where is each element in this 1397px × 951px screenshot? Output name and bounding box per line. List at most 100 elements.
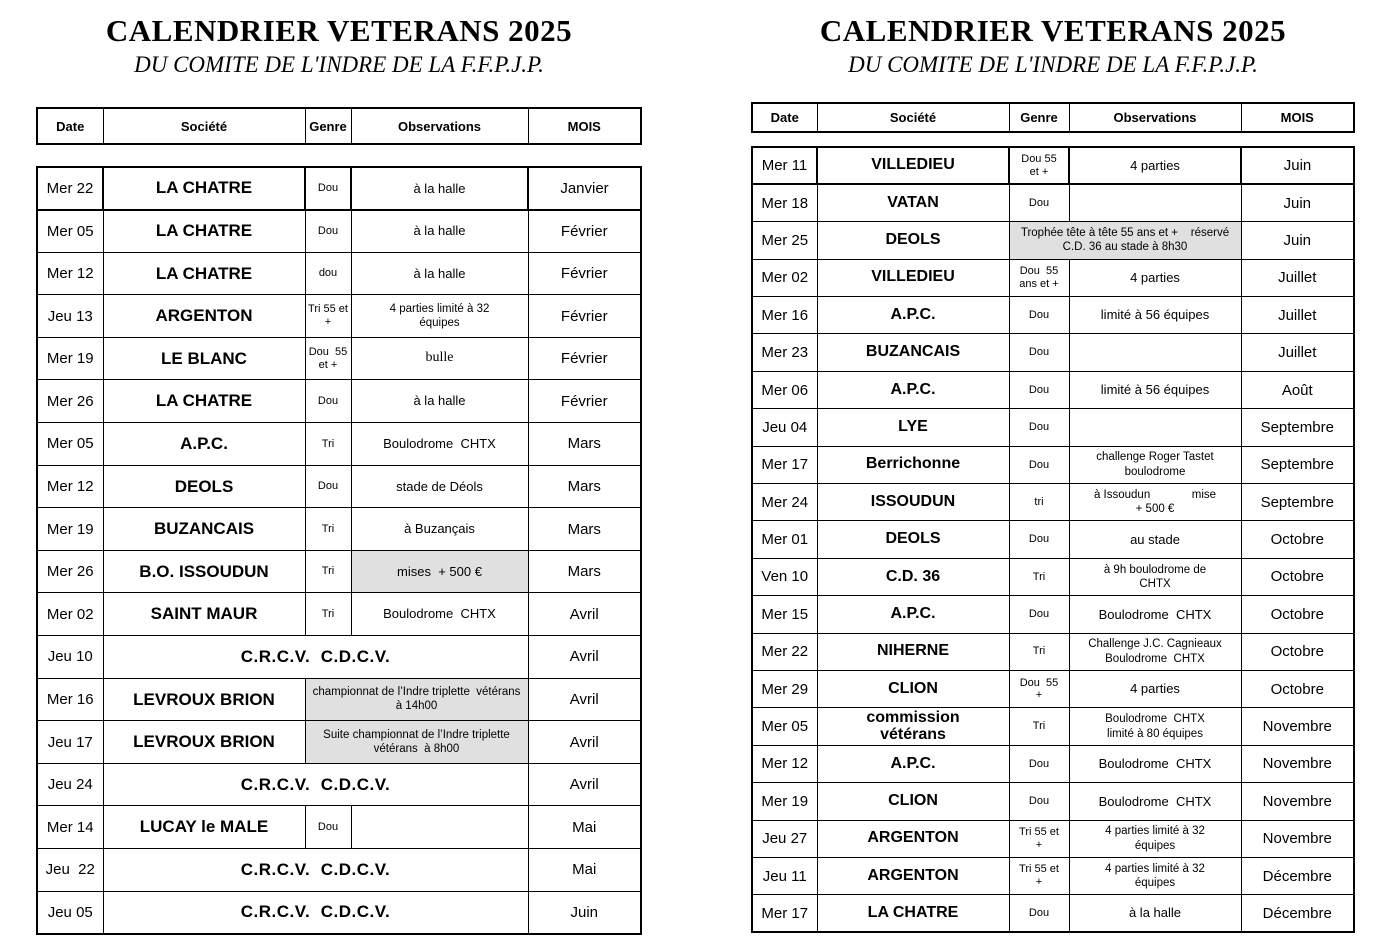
table-row: Mer 05 commission vétérans Tri Boulodrome C… [751, 707, 1355, 746]
table-row: Jeu 04 LYE Dou Septembre [751, 408, 1355, 447]
date-cell: Mer 06 [751, 370, 818, 410]
table-row: Mer 25 DEOLS Trophée tête à tête 55 ans et… [751, 221, 1355, 260]
table-row: Jeu 10 C.R.C.V. C.D.C.V. Avril [36, 635, 642, 679]
date-cell: Mer 12 [36, 251, 104, 296]
table-row: Mer 19 CLION Dou Boulodrome CHTX Novembre [751, 782, 1355, 821]
table-row: Ven 10 C.D. 36 Tri à 9h boulodrome de CHTX O… [751, 557, 1355, 597]
date-cell: Mer 23 [751, 333, 818, 372]
header-row: Date Société Genre Observations MOIS [36, 107, 642, 145]
calendar-page-right: CALENDRIER VETERANS 2025 DU COMITE DE L'… [751, 0, 1355, 934]
date-cell: Mer 05 [36, 422, 104, 466]
table-row: Mer 16 A.P.C. Dou limité à 56 équipes Juille… [751, 296, 1355, 335]
mois-cell: Juillet [1240, 296, 1355, 335]
observations-cell: stade de Déols [350, 464, 529, 509]
table-row: Mer 12 A.P.C. Dou Boulodrome CHTX Novembre [751, 744, 1355, 784]
observations-cell: challenge Roger Tastet boulodrome [1068, 445, 1242, 485]
observations-cell: 4 parties [1068, 258, 1242, 298]
page-subtitle: DU COMITE DE L'INDRE DE LA F.F.P.J.P. [134, 52, 544, 77]
mois-cell: Mars [527, 549, 642, 594]
mois-cell: Septembre [1240, 445, 1355, 485]
date-cell: Mer 22 [751, 632, 818, 671]
date-cell: Mer 05 [751, 707, 818, 746]
mois-cell: Novembre [1240, 744, 1355, 784]
mois-cell: Décembre [1240, 856, 1355, 896]
mois-cell: Juin [1240, 221, 1355, 260]
left-table-header: Date Société Genre Observations MOIS [36, 107, 642, 145]
header-row: Date Société Genre Observations MOIS [751, 102, 1355, 133]
mois-cell: Avril [527, 635, 642, 679]
societe-cell: VILLEDIEU [816, 145, 1010, 186]
genre-cell: Dou [304, 209, 352, 253]
table-row: Mer 11 VILLEDIEU Dou 55 et +4 parties Juin [751, 145, 1355, 186]
table-row: Mer 12 DEOLS Dou stade de Déols Mars [36, 464, 642, 509]
societe-cell: ARGENTON [816, 819, 1010, 858]
table-row: Mer 19 LE BLANC Dou 55 et + bulle Février [36, 336, 642, 381]
mois-cell: Octobre [1240, 632, 1355, 671]
mois-cell: Mars [527, 464, 642, 509]
mois-cell: Octobre [1240, 557, 1355, 597]
societe-cell: DEOLS [816, 520, 1010, 559]
genre-cell: Tri [304, 592, 352, 637]
table-row: Mer 01 DEOLS Dou au stade Octobre [751, 520, 1355, 559]
date-cell: Mer 02 [751, 258, 818, 298]
header-cell-mois: MOIS [1240, 102, 1355, 133]
date-cell: Mer 24 [751, 483, 818, 522]
observations-cell: limité à 56 équipes [1068, 296, 1242, 335]
genre-cell: Dou [1008, 520, 1070, 559]
societe-cell: CLION [816, 782, 1010, 821]
societe-cell: A.P.C. [816, 595, 1010, 634]
mois-cell: Avril [527, 762, 642, 807]
societe-cell: C.R.C.V. C.D.C.V. [102, 762, 529, 807]
mois-cell: Mars [527, 507, 642, 551]
societe-cell: DEOLS [102, 464, 306, 509]
calendar-page-left: CALENDRIER VETERANS 2025 DU COMITE DE L'… [36, 0, 642, 935]
observations-cell: Boulodrome CHTX [1068, 595, 1242, 634]
observations-cell [350, 805, 529, 849]
table-row: Jeu 27 ARGENTON Tri 55 et +4 parties limit… [751, 819, 1355, 858]
mois-cell: Février [527, 209, 642, 253]
genre-cell: tri [1008, 483, 1070, 522]
date-cell: Mer 11 [751, 145, 818, 186]
table-row: Jeu 05 C.R.C.V. C.D.C.V. Juin [36, 890, 642, 935]
mois-cell: Décembre [1240, 894, 1355, 933]
table-row: Mer 22 NIHERNE Tri Challenge J.C. Cagnieaux… [751, 632, 1355, 671]
table-row: Mer 16 LEVROUX BRION championnat de l’Indr… [36, 677, 642, 722]
genre-cell: Dou [304, 805, 352, 849]
genre-cell: Dou [304, 379, 352, 424]
mois-cell: Juillet [1240, 258, 1355, 298]
date-cell: Jeu 13 [36, 294, 104, 338]
societe-cell: C.D. 36 [816, 557, 1010, 597]
societe-cell: commission vétérans [816, 707, 1010, 746]
date-cell: Mer 18 [751, 183, 818, 223]
header-cell-genre: Genre [304, 107, 352, 145]
table-row: Jeu 24 C.R.C.V. C.D.C.V. Avril [36, 762, 642, 807]
page-subtitle: DU COMITE DE L'INDRE DE LA F.F.P.J.P. [848, 52, 1258, 77]
observations-cell: Challenge J.C. Cagnieaux Boulodrome CHTX [1068, 632, 1242, 671]
table-row: Mer 29 CLION Dou 55 +4 parties Octobre [751, 669, 1355, 709]
genre-cell: Dou [1008, 782, 1070, 821]
mois-cell: Août [1240, 370, 1355, 410]
date-cell: Jeu 24 [36, 762, 104, 807]
observations-cell: à la halle [350, 209, 529, 253]
observations-cell: 4 parties [1068, 145, 1242, 186]
societe-cell: LEVROUX BRION [102, 677, 306, 722]
mois-cell: Février [527, 379, 642, 424]
table-row: Mer 17 Berrichonne Dou challenge Roger Tast… [751, 445, 1355, 485]
date-cell: Mer 29 [751, 669, 818, 709]
societe-cell: C.R.C.V. C.D.C.V. [102, 635, 529, 679]
societe-cell: NIHERNE [816, 632, 1010, 671]
observations-cell: Boulodrome CHTX [1068, 744, 1242, 784]
societe-cell: C.R.C.V. C.D.C.V. [102, 848, 529, 892]
table-row: Mer 26 LA CHATRE Dou à la halle Février [36, 379, 642, 424]
observations-cell: 4 parties [1068, 669, 1242, 709]
observations-cell [1068, 333, 1242, 372]
societe-cell: VATAN [816, 183, 1010, 223]
page-title: CALENDRIER VETERANS 2025 [105, 13, 573, 48]
genre-cell: Dou [304, 464, 352, 509]
mois-cell: Avril [527, 720, 642, 764]
observations-cell: à la halle [350, 251, 529, 296]
mois-cell: Mai [527, 805, 642, 849]
mois-cell: Février [527, 336, 642, 381]
table-row: Mer 15 A.P.C. Dou Boulodrome CHTX Octobre [751, 595, 1355, 634]
table-row: Mer 14 LUCAY le MALE Dou Mai [36, 805, 642, 849]
